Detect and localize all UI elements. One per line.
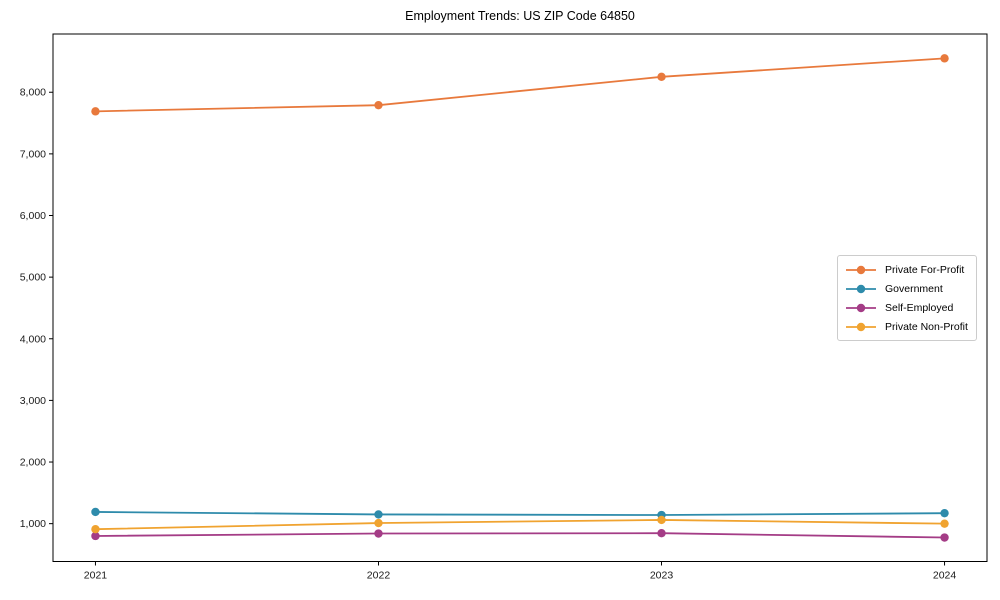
legend-dot (856, 303, 866, 312)
data-point-private-for-profit (374, 100, 383, 110)
chart-title: Employment Trends: US ZIP Code 64850 (405, 9, 635, 23)
data-point-private-for-profit (940, 54, 949, 63)
y-tick-label: 5,000 (20, 272, 46, 284)
data-point-private-for-profit (657, 72, 666, 82)
x-tick-label: 2022 (367, 570, 391, 582)
data-point-private-for-profit (91, 107, 100, 116)
data-point-self-employed (940, 533, 949, 542)
series-line-self-employed (95, 532, 945, 539)
legend-label-private-non-profit: Private Non-Profit (885, 320, 968, 333)
legend-label-private-for-profit: Private For-Profit (885, 263, 965, 276)
legend: Private For-Profit Government Self-Employe… (837, 255, 977, 341)
data-point-government (940, 508, 949, 518)
legend-marker-private-for-profit (846, 265, 876, 274)
legend-item-self-employed: Self-Employed (845, 298, 969, 317)
x-tick-label: 2021 (84, 570, 108, 582)
y-tick-label: 6,000 (20, 210, 46, 222)
series-line-government (95, 511, 945, 516)
y-tick-label: 2,000 (20, 457, 46, 469)
legend-dot (856, 265, 866, 274)
y-tick-label: 1,000 (20, 518, 46, 530)
series-line-private-for-profit (95, 57, 945, 113)
legend-marker-self-employed (846, 303, 876, 312)
data-point-private-non-profit (91, 525, 100, 534)
legend-dot (856, 322, 866, 331)
y-tick-label: 7,000 (20, 148, 46, 160)
data-point-government (374, 510, 383, 519)
plot-border (52, 33, 988, 562)
series-line-private-non-profit (95, 519, 945, 531)
y-tick-label: 4,000 (20, 333, 46, 345)
data-point-private-non-profit (374, 518, 383, 528)
data-point-private-non-profit (940, 519, 949, 528)
legend-label-government: Government (885, 282, 943, 295)
x-tick-label: 2023 (650, 570, 674, 582)
legend-dot (856, 284, 866, 293)
y-tick-label: 8,000 (20, 87, 46, 99)
data-point-private-non-profit (657, 515, 666, 525)
y-tick-label: 3,000 (20, 395, 46, 407)
data-point-self-employed (374, 529, 383, 538)
legend-item-government: Government (845, 279, 969, 298)
legend-marker-government (846, 284, 876, 293)
x-tick-label: 2024 (933, 570, 957, 582)
data-point-self-employed (91, 531, 100, 541)
legend-label-self-employed: Self-Employed (885, 301, 954, 314)
legend-item-private-non-profit: Private Non-Profit (845, 317, 969, 336)
legend-marker-private-non-profit (846, 322, 876, 331)
data-point-self-employed (657, 529, 666, 538)
legend-item-private-for-profit: Private For-Profit (845, 260, 969, 279)
data-point-government (91, 507, 100, 517)
